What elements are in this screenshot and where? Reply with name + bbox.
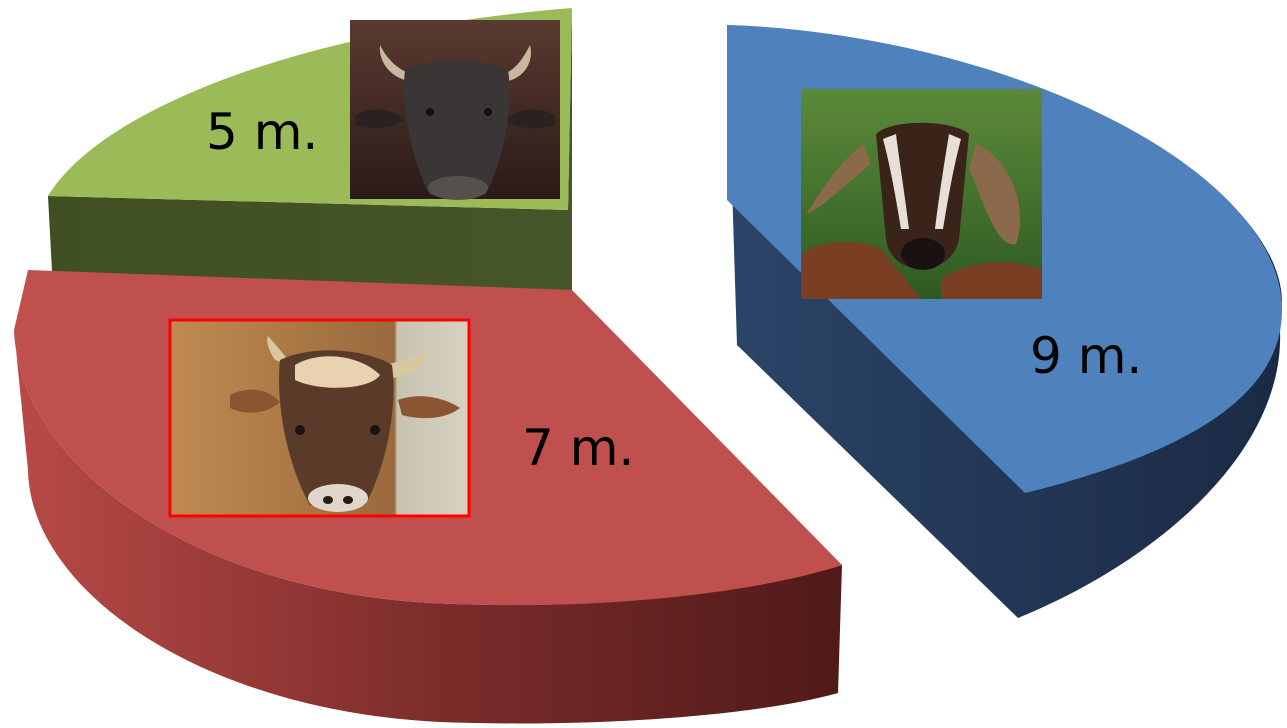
slice-side-wall [48,8,572,290]
data-label-9m: 9 m. [1030,327,1142,385]
data-label-5m: 5 m. [206,103,318,161]
data-label-7m: 7 m. [522,419,634,477]
slice-side-wall [14,330,842,724]
buffalo-photo [350,20,560,200]
goat-photo [801,89,1042,299]
bull-photo [168,318,471,518]
